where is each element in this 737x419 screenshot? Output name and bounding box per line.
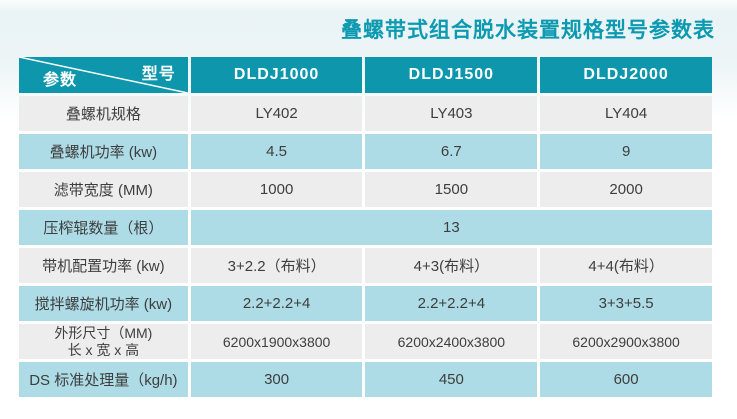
table-row: DS 标准处理量（kg/h) 300 450 600 — [19, 362, 712, 397]
row-label: 滤带宽度 (MM) — [19, 172, 188, 207]
cell-value: 1500 — [365, 172, 538, 207]
cell-value: 9 — [540, 134, 712, 169]
corner-model-label: 型号 — [141, 66, 176, 83]
cell-value: 6200x2400x3800 — [365, 324, 538, 359]
row-label-line1: 外形尺寸（MM) — [54, 325, 153, 341]
header-row: 参数 型号 DLDJ1000 DLDJ1500 DLDJ2000 — [19, 57, 712, 93]
cell-value: 6200x2900x3800 — [540, 324, 712, 359]
cell-value: 3+3+5.5 — [540, 286, 712, 321]
cell-value: LY402 — [190, 96, 363, 131]
cell-value: 2.2+2.2+4 — [365, 286, 538, 321]
corner-param-label: 参数 — [43, 72, 78, 89]
table-row: 外形尺寸（MM) 长 x 宽 x 高 6200x1900x3800 6200x2… — [19, 324, 712, 359]
row-label: 搅拌螺旋机功率 (kw) — [19, 286, 188, 321]
table-row: 叠螺机功率 (kw) 4.5 6.7 9 — [19, 134, 712, 169]
cell-value: 6.7 — [365, 134, 538, 169]
spec-table: 参数 型号 DLDJ1000 DLDJ1500 DLDJ2000 叠螺机规格 L… — [16, 54, 715, 400]
cell-value: 2000 — [540, 172, 712, 207]
cell-value: 600 — [540, 362, 712, 397]
column-header-dldj1000: DLDJ1000 — [190, 57, 363, 93]
table-row-merged: 压榨辊数量（根） 13 — [19, 210, 712, 245]
page-title: 叠螺带式组合脱水装置规格型号参数表 — [341, 19, 715, 42]
row-label: 叠螺机功率 (kw) — [19, 134, 188, 169]
table-row: 叠螺机规格 LY402 LY403 LY404 — [19, 96, 712, 131]
cell-value: 3+2.2（布料） — [190, 248, 363, 283]
row-label: DS 标准处理量（kg/h) — [19, 362, 188, 397]
column-header-dldj1500: DLDJ1500 — [365, 57, 538, 93]
column-header-dldj2000: DLDJ2000 — [540, 57, 712, 93]
cell-value-merged: 13 — [190, 210, 712, 245]
cell-value: 6200x1900x3800 — [190, 324, 363, 359]
corner-header-cell: 参数 型号 — [19, 57, 188, 93]
cell-value: 4+4(布料） — [540, 248, 712, 283]
cell-value: 1000 — [190, 172, 363, 207]
cell-value: 4+3(布料） — [365, 248, 538, 283]
table-row: 带机配置功率 (kw) 3+2.2（布料） 4+3(布料） 4+4(布料） — [19, 248, 712, 283]
cell-value: 4.5 — [190, 134, 363, 169]
cell-value: LY404 — [540, 96, 712, 131]
cell-value: 2.2+2.2+4 — [190, 286, 363, 321]
table-row: 滤带宽度 (MM) 1000 1500 2000 — [19, 172, 712, 207]
row-label-line2: 长 x 宽 x 高 — [67, 342, 140, 358]
row-label: 压榨辊数量（根） — [19, 210, 188, 245]
row-label: 带机配置功率 (kw) — [19, 248, 188, 283]
row-label: 叠螺机规格 — [19, 96, 188, 131]
cell-value: 300 — [190, 362, 363, 397]
diagonal-divider-line — [19, 57, 188, 93]
table-row: 搅拌螺旋机功率 (kw) 2.2+2.2+4 2.2+2.2+4 3+3+5.5 — [19, 286, 712, 321]
row-label: 外形尺寸（MM) 长 x 宽 x 高 — [19, 324, 188, 359]
cell-value: LY403 — [365, 96, 538, 131]
cell-value: 450 — [365, 362, 538, 397]
